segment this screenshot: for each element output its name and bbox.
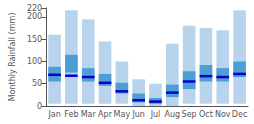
svg-text:Mar: Mar	[81, 110, 97, 119]
svg-text:200: 200	[27, 12, 42, 21]
svg-text:Aug: Aug	[165, 110, 181, 119]
svg-text:Oct: Oct	[199, 110, 213, 119]
svg-text:0: 0	[37, 102, 42, 111]
svg-text:Nov: Nov	[215, 110, 231, 119]
svg-text:150: 150	[27, 35, 42, 44]
svg-text:50: 50	[32, 79, 42, 88]
svg-text:Dec: Dec	[232, 110, 247, 119]
svg-text:May: May	[114, 110, 131, 119]
svg-text:Jul: Jul	[150, 110, 161, 119]
svg-text:Feb: Feb	[64, 110, 78, 119]
svg-text:Apr: Apr	[98, 110, 113, 119]
svg-text:Jan: Jan	[47, 110, 60, 119]
svg-text:220: 220	[27, 4, 42, 13]
svg-text:100: 100	[27, 57, 42, 66]
svg-text:Sep: Sep	[182, 110, 197, 119]
svg-text:Monthly Rainfall (mm): Monthly Rainfall (mm)	[8, 13, 17, 102]
svg-text:Jun: Jun	[131, 110, 145, 119]
